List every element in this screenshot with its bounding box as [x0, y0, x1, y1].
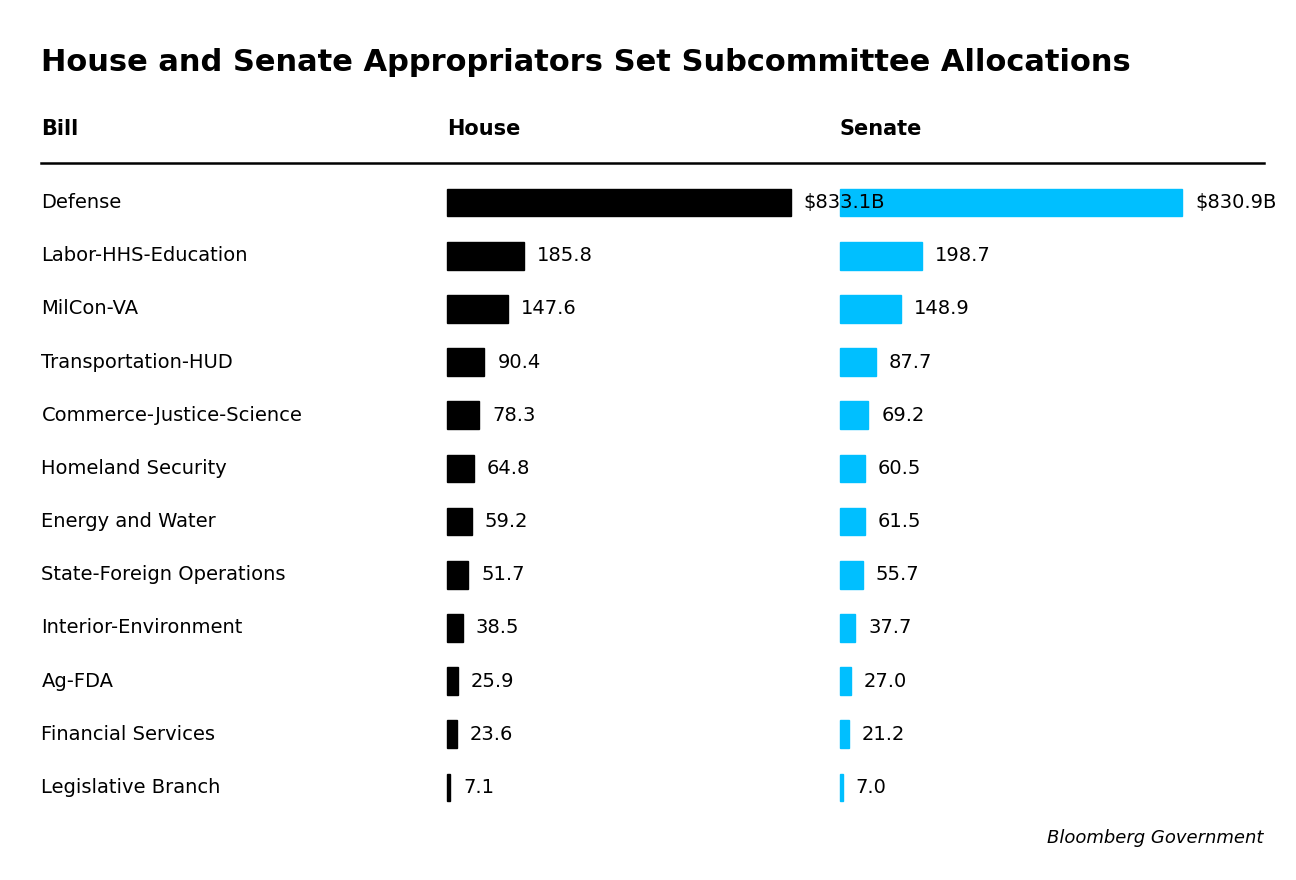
Text: House and Senate Appropriators Set Subcommittee Allocations: House and Senate Appropriators Set Subco… — [41, 48, 1131, 77]
Text: Commerce-Justice-Science: Commerce-Justice-Science — [41, 406, 302, 425]
Text: 148.9: 148.9 — [914, 299, 969, 319]
Text: Defense: Defense — [41, 193, 122, 212]
Text: 87.7: 87.7 — [889, 353, 932, 371]
Text: MilCon-VA: MilCon-VA — [41, 299, 139, 319]
Text: $833.1B: $833.1B — [804, 193, 885, 212]
Text: 21.2: 21.2 — [862, 725, 905, 744]
Text: 61.5: 61.5 — [879, 512, 921, 532]
Text: Homeland Security: Homeland Security — [41, 458, 227, 478]
Text: 60.5: 60.5 — [877, 458, 921, 478]
Text: Legislative Branch: Legislative Branch — [41, 778, 220, 797]
Text: 198.7: 198.7 — [934, 246, 990, 265]
Text: Interior-Environment: Interior-Environment — [41, 619, 242, 637]
Text: Labor-HHS-Education: Labor-HHS-Education — [41, 246, 248, 265]
Text: 90.4: 90.4 — [498, 353, 540, 371]
Text: Financial Services: Financial Services — [41, 725, 215, 744]
Text: Senate: Senate — [840, 119, 923, 139]
Text: Ag-FDA: Ag-FDA — [41, 671, 114, 691]
Text: 59.2: 59.2 — [485, 512, 527, 532]
Text: 27.0: 27.0 — [864, 671, 907, 691]
Text: 7.0: 7.0 — [855, 778, 886, 797]
Text: Bloomberg Government: Bloomberg Government — [1047, 829, 1264, 847]
Text: Energy and Water: Energy and Water — [41, 512, 216, 532]
Text: 55.7: 55.7 — [876, 565, 919, 584]
Text: 25.9: 25.9 — [470, 671, 515, 691]
Text: 147.6: 147.6 — [521, 299, 577, 319]
Text: $830.9B: $830.9B — [1195, 193, 1277, 212]
Text: 51.7: 51.7 — [481, 565, 525, 584]
Text: Transportation-HUD: Transportation-HUD — [41, 353, 233, 371]
Text: 69.2: 69.2 — [881, 406, 924, 425]
Text: 185.8: 185.8 — [537, 246, 592, 265]
Text: 37.7: 37.7 — [868, 619, 911, 637]
Text: State-Foreign Operations: State-Foreign Operations — [41, 565, 286, 584]
Text: 23.6: 23.6 — [470, 725, 513, 744]
Text: House: House — [447, 119, 521, 139]
Text: Bill: Bill — [41, 119, 79, 139]
Text: 38.5: 38.5 — [476, 619, 520, 637]
Text: 7.1: 7.1 — [463, 778, 494, 797]
Text: 64.8: 64.8 — [487, 458, 530, 478]
Text: 78.3: 78.3 — [492, 406, 535, 425]
